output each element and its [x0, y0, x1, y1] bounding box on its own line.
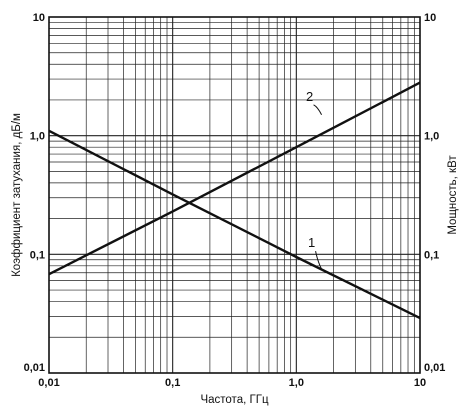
series-label: 1 [308, 235, 315, 250]
y-tick-label: 10 [33, 12, 45, 24]
series-line-1 [48, 129, 421, 320]
y2-tick-label: 0,1 [424, 249, 439, 261]
y-tick-label: 0,1 [30, 249, 45, 261]
x-axis-label: Частота, ГГц [200, 394, 268, 406]
y-tick-label: 1,0 [30, 131, 45, 143]
y2-tick-label: 1,0 [424, 131, 439, 143]
plot-frame [48, 16, 421, 374]
series-label-leader [313, 104, 323, 115]
y2-tick-label: 10 [424, 12, 436, 24]
series-line-2 [48, 81, 421, 276]
x-tick-label: 1,0 [289, 377, 304, 389]
series-label-leader [315, 251, 323, 270]
y2-axis-label: Мощность, кВт [447, 155, 459, 235]
series-label: 2 [306, 89, 313, 104]
tick-labels: 0,01 0,1 1,0 10 0,01 0,1 1,0 10 0,01 0,1 1,0 10 [24, 12, 446, 389]
y2-tick-label: 0,01 [424, 362, 445, 374]
y-tick-label: 0,01 [24, 362, 45, 374]
x-tick-label: 0,01 [38, 377, 59, 389]
x-tick-label: 0,1 [165, 377, 180, 389]
x-tick-label: 10 [414, 377, 426, 389]
series-labels: 12 [306, 89, 323, 270]
series-lines [48, 81, 421, 320]
y-axis-label: Коэффициент затухания, дБ/м [11, 113, 23, 277]
grid [49, 17, 420, 373]
